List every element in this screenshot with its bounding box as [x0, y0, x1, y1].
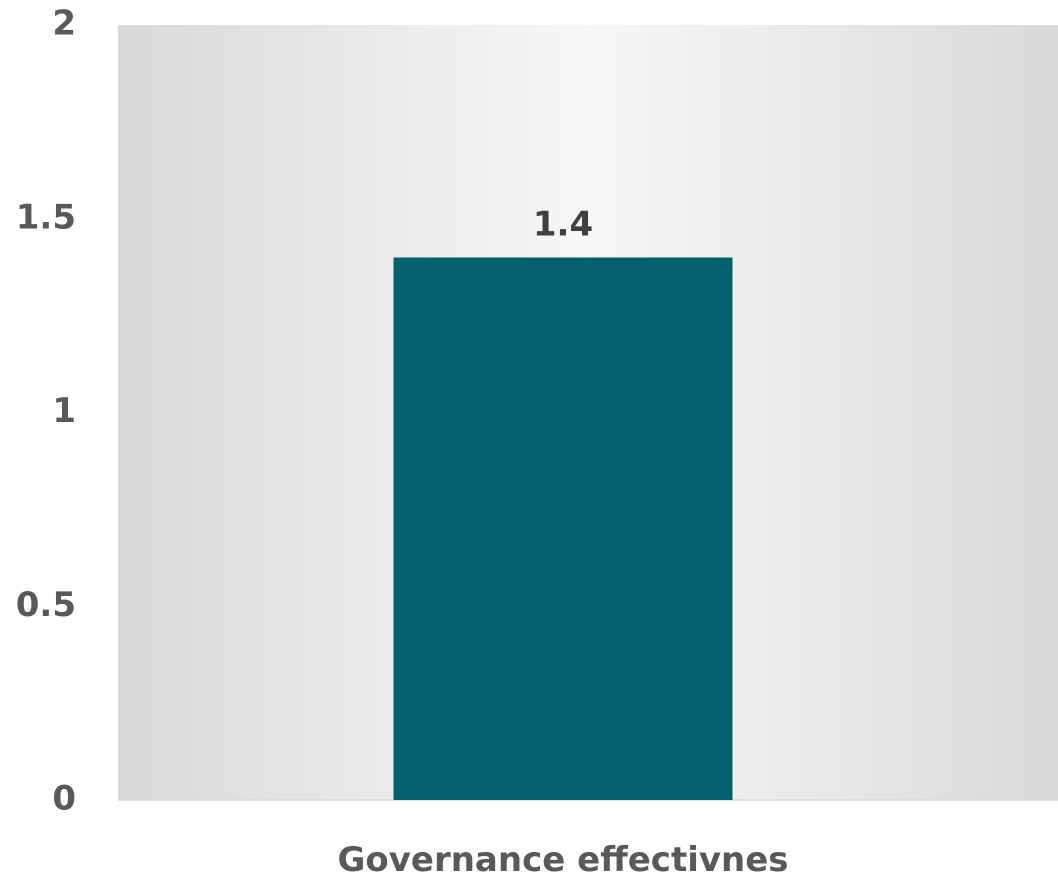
y-tick-label: 1 — [52, 391, 76, 431]
bar — [394, 258, 733, 801]
y-tick-label: 2 — [52, 4, 76, 44]
data-labels: 1.4 — [533, 205, 593, 245]
y-tick-label: 1.5 — [16, 197, 76, 237]
x-category-label: Governance effectivnes — [337, 840, 788, 874]
y-tick-label: 0.5 — [16, 585, 76, 625]
bar-value-label: 1.4 — [533, 205, 593, 245]
y-axis-tick-labels: 0 0.5 1 1.5 2 — [16, 4, 76, 819]
bars — [394, 258, 733, 801]
y-tick-label: 0 — [52, 779, 76, 819]
x-axis-category-labels: Governance effectivnes — [337, 840, 788, 874]
